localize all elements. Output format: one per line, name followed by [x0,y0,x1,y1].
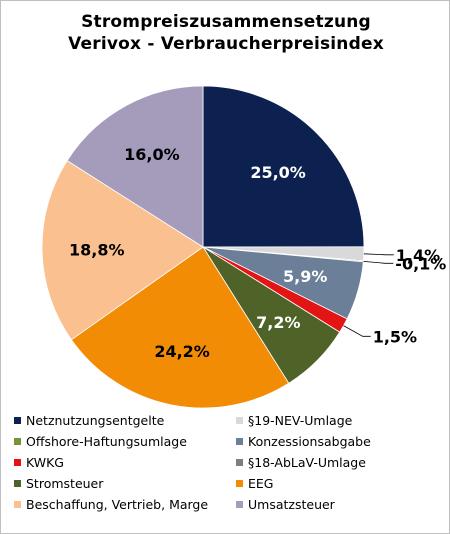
legend-label-9: Umsatzsteuer [248,497,335,512]
data-label-2: -0,1% [395,254,446,273]
legend-label-7: EEG [248,476,274,491]
legend-swatch-3 [236,438,243,445]
pie-slice-0 [202,85,365,248]
legend-item-7: EEG [236,476,273,491]
pie-slice-8 [41,160,204,341]
data-label-4: 1,5% [373,327,417,346]
legend-swatch-7 [236,480,243,487]
chart-subtitle: Verivox - Verbraucherpreisindex [68,34,384,54]
legend-label-2: Offshore-Haftungsumlage [26,434,187,449]
data-label-0: 25,0% [250,163,306,182]
legend-item-4: KWKG [14,455,64,470]
legend-item-3: Konzessionsabgabe [236,434,371,449]
chart-title: Strompreiszusammensetzung [81,12,371,32]
legend-swatch-6 [14,480,21,487]
data-label-9: 16,0% [124,145,180,164]
data-label-8: 18,8% [69,241,125,260]
legend-item-8: Beschaffung, Vertrieb, Marge [14,497,208,512]
legend-item-0: Netznutzungsentgelte [14,413,164,428]
legend-label-6: Stromsteuer [26,476,104,491]
legend-label-3: Konzessionsabgabe [248,434,371,449]
legend-swatch-5 [236,459,243,466]
data-label-3: 5,9% [283,267,327,286]
leader-line-4 [343,325,371,337]
legend-label-5: §18-AbLaV-Umlage [248,455,366,470]
legend-label-1: §19-NEV-Umlage [248,413,353,428]
legend-swatch-8 [14,501,21,508]
legend-label-0: Netznutzungsentgelte [26,413,165,428]
legend-swatch-9 [236,501,243,508]
legend-label-8: Beschaffung, Vertrieb, Marge [26,497,209,512]
pie-slice-7 [70,246,290,409]
legend-swatch-1 [236,417,243,424]
legend-item-2: Offshore-Haftungsumlage [14,434,187,449]
pie-chart: 25,0% 1,4%-0,1% 5,9% 1,5% 7,2% 24,2% 18,8% 16,0… [41,85,446,409]
legend-item-6: Stromsteuer [14,476,103,491]
legend-item-5: §18-AbLaV-Umlage [236,455,366,470]
legend-swatch-4 [14,459,21,466]
data-label-6: 7,2% [256,313,300,332]
legend-swatch-2 [14,438,21,445]
legend-item-9: Umsatzsteuer [236,497,335,512]
leader-line-2 [363,261,394,264]
legend-swatch-0 [14,417,21,424]
data-label-1: 1,4% [396,246,440,265]
legend-item-1: §19-NEV-Umlage [236,413,352,428]
pie-slice-9 [66,85,204,248]
legend-label-4: KWKG [26,455,64,470]
leader-line-1 [363,253,394,256]
data-label-7: 24,2% [154,342,210,361]
